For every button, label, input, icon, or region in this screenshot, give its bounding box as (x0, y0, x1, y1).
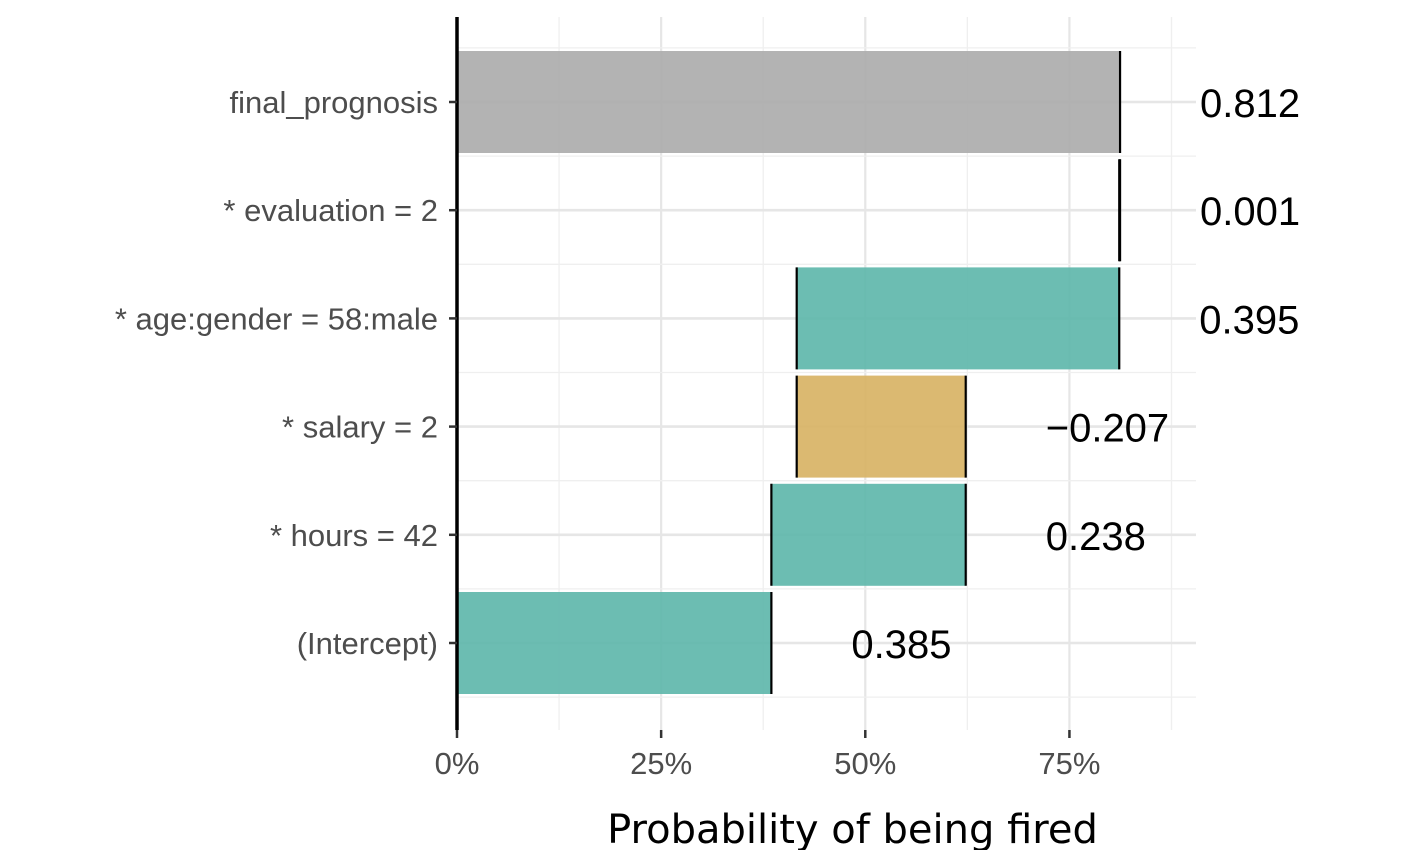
bar-6 (457, 592, 772, 694)
value-label: 0.238 (1046, 515, 1146, 559)
category-label: * evaluation = 2 (223, 193, 438, 228)
value-label: 0.001 (1200, 190, 1300, 234)
bars (457, 51, 1122, 694)
labels: final_prognosis * evaluation = 2 * age:gen… (115, 82, 1300, 781)
category-label: * hours = 42 (270, 518, 438, 553)
x-tick-label: 0% (435, 746, 480, 781)
category-label: (Intercept) (297, 626, 438, 661)
bar-1 (457, 51, 1121, 153)
value-label: 0.812 (1200, 82, 1300, 126)
x-axis-title: Probability of being fired (607, 807, 1098, 850)
bar-4 (796, 375, 966, 478)
value-label: 0.395 (1199, 298, 1299, 342)
category-label: * age:gender = 58:male (115, 301, 438, 336)
category-label: * salary = 2 (282, 410, 438, 445)
bar-3 (796, 267, 1120, 370)
x-tick-label: 50% (834, 746, 896, 781)
x-tick-label: 25% (630, 746, 692, 781)
x-tick-label: 75% (1038, 746, 1100, 781)
value-label: −0.207 (1046, 407, 1169, 451)
bar-5 (771, 483, 966, 586)
value-label: 0.385 (851, 623, 951, 667)
category-label: final_prognosis (229, 85, 438, 120)
